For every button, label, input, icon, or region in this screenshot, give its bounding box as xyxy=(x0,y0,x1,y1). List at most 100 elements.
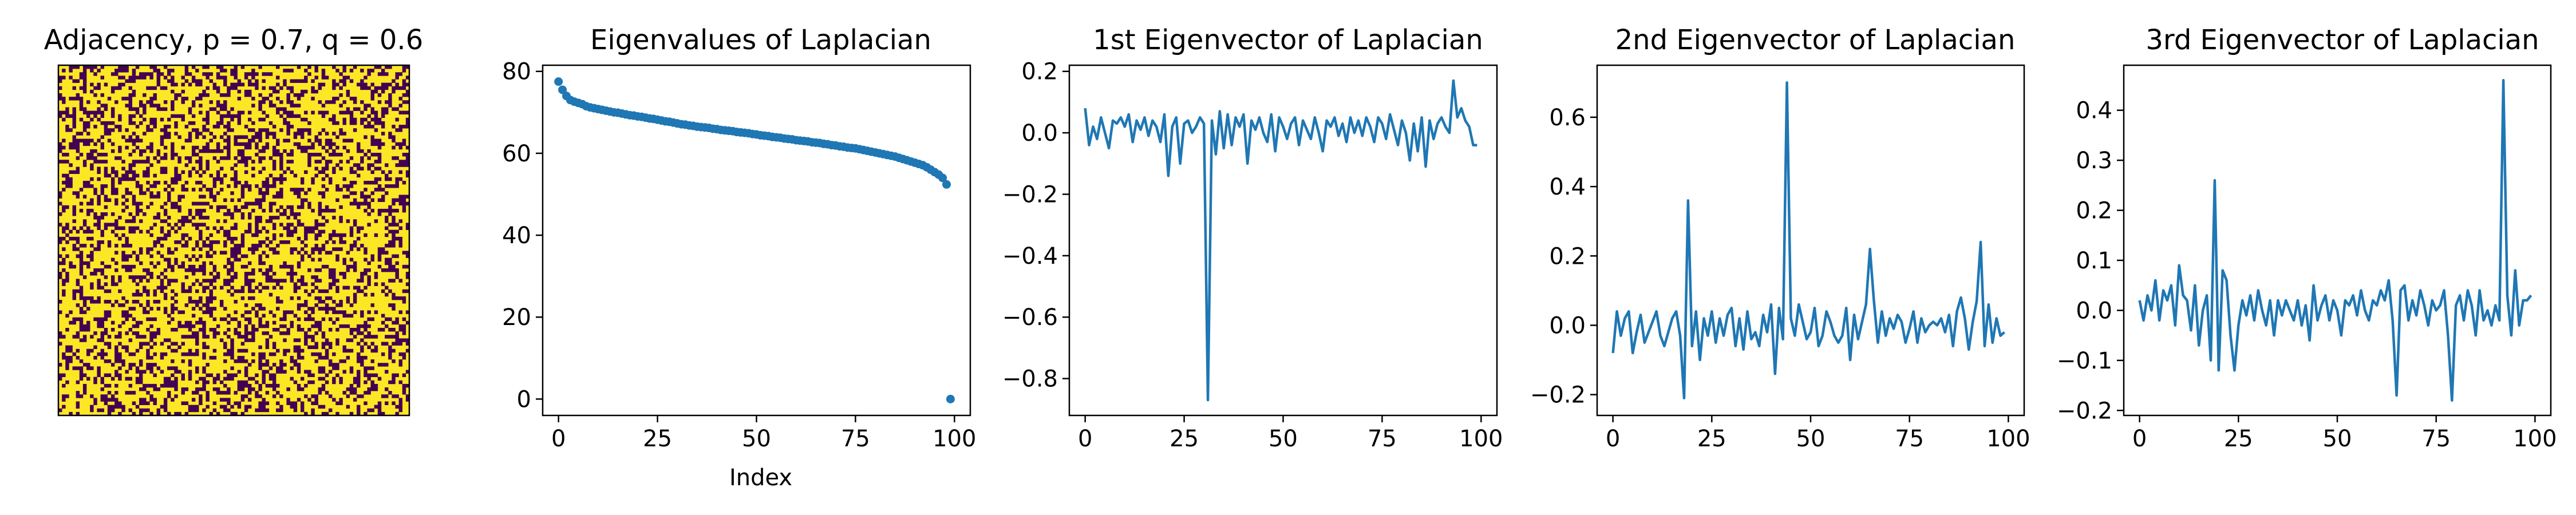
heatmap-cell xyxy=(321,342,326,346)
heatmap-cell xyxy=(293,286,298,290)
heatmap-cell xyxy=(206,65,210,69)
heatmap-cell xyxy=(121,82,125,87)
heatmap-cell xyxy=(311,373,315,377)
heatmap-cell xyxy=(160,117,164,122)
heatmap-cell xyxy=(234,317,238,322)
heatmap-cell xyxy=(318,82,322,87)
heatmap-cell xyxy=(251,135,255,139)
heatmap-cell xyxy=(335,317,339,322)
heatmap-cell xyxy=(160,167,164,171)
heatmap-cell xyxy=(307,188,311,192)
heatmap-cell xyxy=(283,110,287,114)
heatmap-cell xyxy=(283,363,287,367)
heatmap-cell xyxy=(258,352,262,356)
heatmap-cell xyxy=(153,156,157,160)
heatmap-cell xyxy=(65,153,69,157)
heatmap-cell xyxy=(353,335,357,339)
heatmap-cell xyxy=(248,117,252,122)
heatmap-cell xyxy=(114,219,118,223)
heatmap-cell xyxy=(230,167,234,171)
heatmap-cell xyxy=(216,104,220,108)
heatmap-cell xyxy=(216,76,220,80)
heatmap-cell xyxy=(265,188,270,192)
heatmap-cell xyxy=(405,338,410,342)
heatmap-cell xyxy=(209,411,214,416)
heatmap-cell xyxy=(167,314,171,318)
heatmap-cell xyxy=(240,233,245,237)
heatmap-cell xyxy=(97,366,101,370)
heatmap-cell xyxy=(97,138,101,142)
heatmap-cell xyxy=(58,79,62,83)
heatmap-cell xyxy=(357,163,361,167)
heatmap-cell xyxy=(385,258,389,262)
heatmap-cell xyxy=(174,261,178,266)
heatmap-cell xyxy=(388,135,392,139)
heatmap-cell xyxy=(346,394,350,398)
heatmap-cell xyxy=(342,359,346,363)
heatmap-cell xyxy=(367,377,371,381)
heatmap-cell xyxy=(223,317,227,322)
heatmap-cell xyxy=(160,355,164,360)
heatmap-cell xyxy=(272,314,276,318)
heatmap-cell xyxy=(227,401,231,405)
heatmap-cell xyxy=(388,93,392,97)
eigenvector-1-panel: 1st Eigenvector of Laplacian 0 25 50 75 1000… xyxy=(1002,24,1503,452)
heatmap-cell xyxy=(97,216,101,220)
heatmap-cell xyxy=(121,314,125,318)
heatmap-cell xyxy=(377,247,382,251)
heatmap-cell xyxy=(79,366,84,370)
heatmap-cell xyxy=(199,82,203,87)
heatmap-cell xyxy=(227,121,231,125)
heatmap-cell xyxy=(279,317,283,322)
heatmap-cell xyxy=(156,240,161,244)
heatmap-cell xyxy=(191,188,196,192)
heatmap-cell xyxy=(321,72,326,76)
heatmap-cell xyxy=(311,345,315,350)
heatmap-cell xyxy=(370,97,374,101)
heatmap-cell xyxy=(398,177,403,181)
heatmap-cell xyxy=(353,264,357,269)
heatmap-cell xyxy=(357,394,361,398)
heatmap-cell xyxy=(237,180,242,185)
heatmap-cell xyxy=(276,348,280,353)
heatmap-cell xyxy=(174,328,178,332)
heatmap-cell xyxy=(209,307,214,311)
heatmap-cell xyxy=(143,104,147,108)
heatmap-cell xyxy=(321,170,326,175)
heatmap-cell xyxy=(364,233,368,237)
heatmap-cell xyxy=(199,307,203,311)
heatmap-cell xyxy=(209,261,214,266)
heatmap-cell xyxy=(132,121,136,125)
heatmap-cell xyxy=(209,100,214,104)
heatmap-cell xyxy=(248,279,252,283)
heatmap-cell xyxy=(272,387,276,391)
heatmap-cell xyxy=(62,405,66,409)
heatmap-cell xyxy=(381,72,385,76)
heatmap-cell xyxy=(255,219,259,223)
heatmap-cell xyxy=(244,303,248,307)
heatmap-cell xyxy=(104,401,108,405)
heatmap-cell xyxy=(128,153,133,157)
heatmap-cell xyxy=(265,331,270,335)
heatmap-cell xyxy=(174,201,178,206)
heatmap-cell xyxy=(251,279,255,283)
heatmap-cell xyxy=(212,135,217,139)
heatmap-cell xyxy=(325,219,329,223)
heatmap-cell xyxy=(367,373,371,377)
heatmap-cell xyxy=(357,149,361,153)
heatmap-cell xyxy=(367,268,371,272)
heatmap-cell xyxy=(311,352,315,356)
heatmap-cell xyxy=(335,366,339,370)
heatmap-cell xyxy=(135,258,140,262)
heatmap-cell xyxy=(62,373,66,377)
heatmap-cell xyxy=(374,275,378,279)
heatmap-cell xyxy=(272,342,276,346)
heatmap-cell xyxy=(76,240,80,244)
heatmap-cell xyxy=(402,138,406,142)
heatmap-cell xyxy=(174,125,178,129)
heatmap-cell xyxy=(300,128,305,132)
heatmap-cell xyxy=(279,160,283,164)
heatmap-cell xyxy=(212,307,217,311)
heatmap-cell xyxy=(212,275,217,279)
heatmap-cell xyxy=(392,86,396,90)
